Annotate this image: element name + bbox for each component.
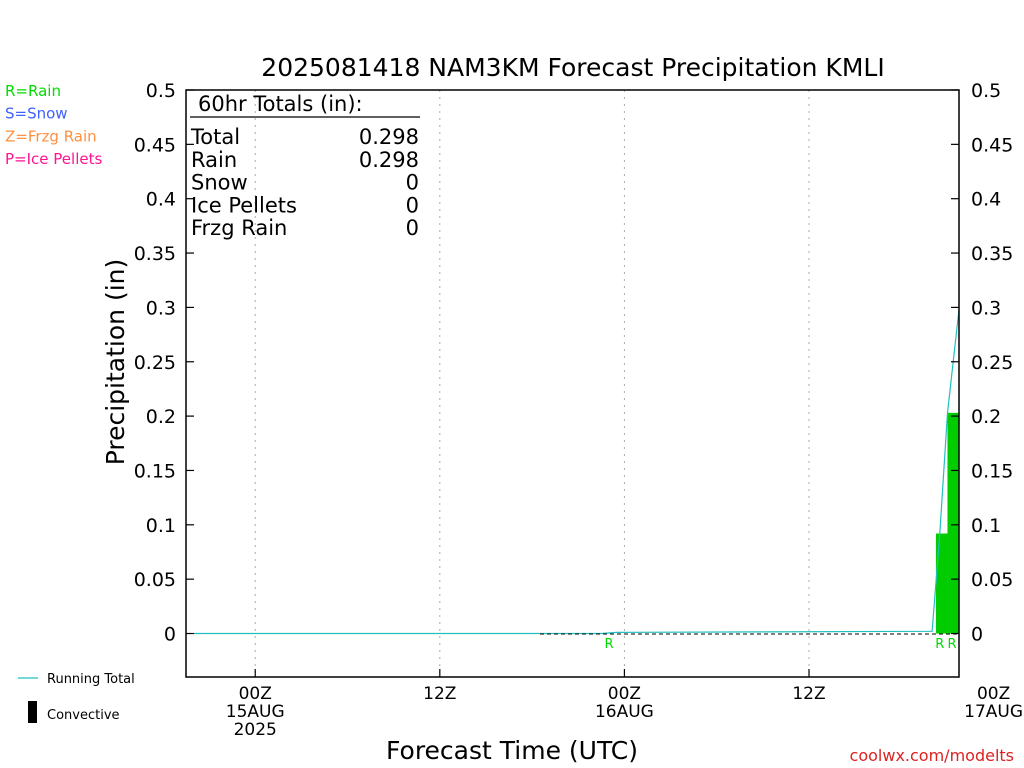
y-tick-label-left: 0.05 [134,569,176,591]
y-tick-label-right: 0.25 [971,352,1013,374]
ptype-legend-entry: P=Ice Pellets [5,150,102,168]
totals-value: 0 [406,193,419,217]
ptype-legend-entry: R=Rain [5,82,61,100]
x-tick-label: 00Z [239,684,272,704]
x-tick-label: 16AUG [595,702,654,722]
y-tick-label-left: 0.3 [146,297,176,319]
y-tick-label-left: 0.45 [134,134,176,156]
y-tick-label-right: 0.2 [971,406,1001,428]
y-tick-label-right: 0.35 [971,243,1013,265]
y-tick-label-left: 0.15 [134,460,176,482]
x-tick-label: 12Z [792,684,825,704]
y-tick-label-right: 0.15 [971,460,1013,482]
precip-bar [935,533,948,634]
y-tick-label-right: 0.1 [971,515,1001,537]
totals-value: 0.298 [359,125,419,149]
y-tick-label-right: 0 [971,624,983,646]
y-tick-label-right: 0.05 [971,569,1013,591]
chart-title: 2025081418 NAM3KM Forecast Precipitation… [261,53,884,82]
totals-label: Total [190,125,240,149]
x-tick-label: 12Z [423,684,456,704]
x-tick-label: 2025 [234,720,277,740]
credit-text: coolwx.com/modelts [850,746,1014,765]
totals-label: Frzg Rain [191,216,287,240]
ptype-marker: R [948,637,957,652]
plot-frame [185,89,960,678]
x-gridlines [254,90,810,677]
x-tick-label: 00Z [608,684,641,704]
series-legend-label: Convective [47,708,120,723]
totals-value: 0.298 [359,148,419,172]
totals-label: Snow [191,171,248,195]
running-total-line [193,309,960,635]
legend-bar-swatch [28,701,37,723]
y-axis-right: 0 0.05 0.1 0.15 0.2 0.25 0.3 0.35 0.4 0.45 0.5 [951,80,1013,646]
ptype-legend: R=Rain S=Snow Z=Frzg Rain P=Ice Pellets [5,82,102,168]
y-axis-label: Precipitation (in) [101,259,130,466]
totals-label: Rain [191,148,237,172]
y-tick-label-right: 0.5 [971,80,1001,102]
ptype-legend-entry: Z=Frzg Rain [5,127,97,145]
totals-box: 60hr Totals (in): Total 0.298 Rain 0.298 Sno… [190,92,420,240]
ptype-marker: R [605,637,614,652]
y-axis-left: 0 0.05 0.1 0.15 0.2 0.25 0.3 0.35 0.4 0.45 0.5 [134,80,194,646]
series-legend-label: Running Total [47,672,135,687]
y-tick-label-right: 0.4 [971,189,1001,211]
ptype-marker: R [935,637,944,652]
totals-heading: 60hr Totals (in): [198,92,363,116]
y-tick-label-right: 0.45 [971,134,1013,156]
y-tick-label-right: 0.3 [971,297,1001,319]
y-tick-label-left: 0.25 [134,352,176,374]
x-axis-label: Forecast Time (UTC) [386,736,638,765]
totals-label: Ice Pellets [191,193,297,217]
running-total-group [193,309,960,635]
y-tick-label-left: 0 [164,624,176,646]
y-tick-label-left: 0.4 [146,189,176,211]
series-legend: Running Total Convective [18,672,135,723]
totals-value: 0 [406,171,419,195]
x-tick-label: 15AUG [226,702,285,722]
y-tick-label-left: 0.1 [146,515,176,537]
bars-group [935,412,959,634]
precip-bar [947,412,959,634]
ptype-legend-entry: S=Snow [5,105,68,123]
y-tick-label-left: 0.5 [146,80,176,102]
x-tick-label: 00Z [977,684,1010,704]
y-tick-label-left: 0.35 [134,243,176,265]
x-tick-label: 17AUG [964,702,1023,722]
totals-value: 0 [406,216,419,240]
y-tick-label-left: 0.2 [146,406,176,428]
